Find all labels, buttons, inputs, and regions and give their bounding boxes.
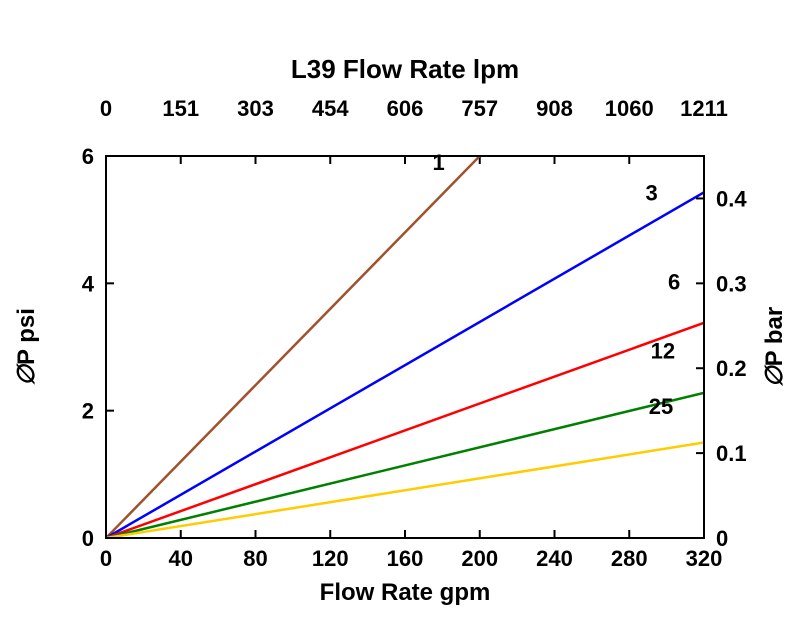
series-label-1: 1 <box>433 150 445 175</box>
flow-rate-chart: L39 Flow Rate lpm01513034546067579081060… <box>0 0 808 636</box>
left-tick-label: 4 <box>82 271 95 296</box>
left-axis-label: ∅P psi <box>13 308 40 386</box>
bottom-axis-label: Flow Rate gpm <box>320 579 491 606</box>
series-label-6: 6 <box>668 270 680 295</box>
bottom-tick-label: 0 <box>100 546 112 571</box>
left-tick-label: 6 <box>82 144 94 169</box>
right-tick-label: 0 <box>716 526 728 551</box>
bottom-tick-label: 160 <box>387 546 424 571</box>
top-tick-label: 303 <box>237 96 274 121</box>
top-tick-label: 454 <box>312 96 349 121</box>
top-tick-label: 151 <box>162 96 199 121</box>
series-label-12: 12 <box>651 338 675 363</box>
top-tick-label: 0 <box>100 96 112 121</box>
left-tick-label: 2 <box>82 399 94 424</box>
right-tick-label: 0.4 <box>716 186 747 211</box>
top-tick-label: 606 <box>387 96 424 121</box>
bottom-tick-label: 200 <box>461 546 498 571</box>
bottom-tick-label: 240 <box>536 546 573 571</box>
chart-svg: L39 Flow Rate lpm01513034546067579081060… <box>0 0 808 636</box>
bottom-tick-label: 40 <box>169 546 193 571</box>
right-axis-label: ∅P bar <box>761 307 788 388</box>
top-tick-label: 908 <box>536 96 573 121</box>
series-label-3: 3 <box>646 181 658 206</box>
bottom-tick-label: 120 <box>312 546 349 571</box>
top-tick-label: 1060 <box>605 96 654 121</box>
bottom-tick-label: 280 <box>611 546 648 571</box>
right-tick-label: 0.1 <box>716 441 747 466</box>
right-tick-label: 0.3 <box>716 271 747 296</box>
bottom-tick-label: 80 <box>243 546 267 571</box>
series-label-25: 25 <box>649 394 673 419</box>
top-tick-label: 1211 <box>680 96 728 121</box>
top-tick-label: 757 <box>461 96 498 121</box>
left-tick-label: 0 <box>82 526 94 551</box>
top-axis-title: L39 Flow Rate lpm <box>291 54 519 84</box>
right-tick-label: 0.2 <box>716 356 747 381</box>
